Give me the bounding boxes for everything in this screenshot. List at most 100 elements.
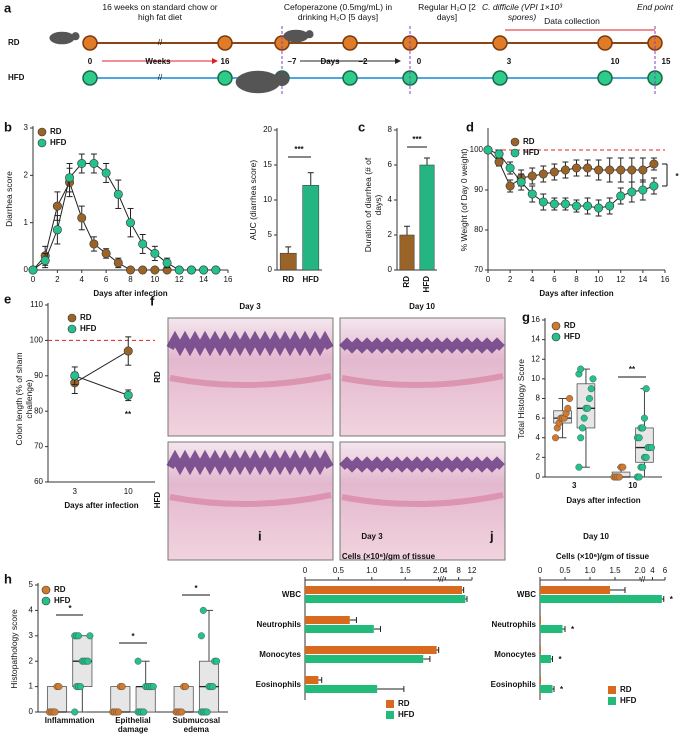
bar [540,625,563,633]
legend-label: HFD [80,324,97,333]
timeline-note: Cefoperazone (0.5mg/mL) in drinking H₂O … [283,2,393,22]
mouse-icon [283,29,309,43]
x-tick-label: 14 [638,275,647,284]
bar [305,655,424,663]
data-point [571,201,581,211]
data-point [70,371,80,381]
data-point [638,185,648,195]
y-axis-label: % Weight (of Day 0 weight) [459,148,469,252]
x-tick-label: 12 [616,275,625,284]
y-tick-label: 6 [536,413,541,422]
data-point [639,463,647,471]
x-tick-label: 0.5 [559,566,571,575]
x-tick-label: 1.5 [609,566,621,575]
data-point [639,424,647,432]
data-point [578,424,586,432]
data-point [113,189,123,199]
data-point [505,163,515,173]
mucosa [166,330,334,357]
bar [305,646,437,654]
x-tick-label: 2 [508,275,513,284]
muscle-layer [169,492,332,508]
panel-letter: f [150,293,155,308]
group-label: HFD [8,73,25,82]
data-point [113,258,123,268]
bar [540,685,553,693]
data-point [538,169,548,179]
annotation: * [560,685,564,694]
data-point [560,165,570,175]
legend-label: RD [398,699,410,708]
x-tick-label: 4 [443,566,448,575]
x-tick-label: 6 [104,275,109,284]
timepoint [597,70,613,86]
row-label: RD [153,371,162,383]
bar [540,616,541,624]
mouse-head [71,32,80,41]
data-point [101,248,111,258]
y-tick-label: 4 [29,606,34,615]
timepoint [342,35,358,51]
x-tick-label: 3 [572,481,577,490]
bar [540,646,541,654]
panel-letter: b [4,119,12,134]
legend-swatch [608,686,616,694]
panel-letter: i [258,528,262,543]
data-point [123,346,133,356]
data-point [71,708,79,716]
data-point [126,218,136,228]
y-tick-label: 10 [263,195,272,204]
data-point [649,159,659,169]
data-point [635,434,643,442]
muscle-layer [341,492,504,508]
axis-break: // [439,575,444,584]
data-point [101,168,111,178]
annotation: *** [412,135,422,144]
day-label: Days [320,57,340,66]
legend-label: HFD [50,138,67,147]
y-tick-label: 2 [536,452,541,461]
y-tick-label: 0 [24,265,29,274]
muscle-layer [341,373,504,389]
data-point [575,463,583,471]
day-label: –2 [359,57,368,66]
group-label: RD [8,38,20,47]
panel-letter: c [358,119,365,134]
week-label: 16 [221,57,230,66]
y-axis-label: Duration of diarrhea (# of days) [363,157,383,253]
x-axis-label: Days after infection [64,501,138,510]
data-point [77,213,87,223]
x-tick-label: 8 [128,275,133,284]
data-point [162,258,172,268]
data-point [186,265,196,275]
data-point [86,632,94,640]
panel-letter: g [522,309,530,324]
legend-label: RD [523,137,535,146]
bar [305,625,374,633]
day-label: 10 [611,57,620,66]
x-tick-label: 1.0 [366,566,378,575]
timeline-note: Regular H₂O [2 days] [418,2,476,22]
data-point [75,632,83,640]
annotation: * [559,655,563,664]
panel-letter: d [466,119,474,134]
series-line [74,375,129,396]
data-point [199,606,207,614]
legend-label: RD [620,685,632,694]
y-tick-label: 90 [34,371,43,380]
bar [399,234,415,271]
legend-marker [551,321,561,331]
x-tick-label: 2 [55,275,60,284]
data-point [615,473,623,481]
x-tick-label: Submucosal edema [172,716,221,734]
y-tick-label: 20 [263,125,272,134]
bar [305,595,466,603]
data-point [577,434,585,442]
y-tick-label: 70 [34,442,43,451]
y-axis-label: AUC (diarrhea score) [248,159,258,241]
data-point [52,201,62,211]
legend-marker [37,127,47,137]
data-point [642,453,650,461]
day-label: –7 [288,57,297,66]
data-point [203,708,211,716]
